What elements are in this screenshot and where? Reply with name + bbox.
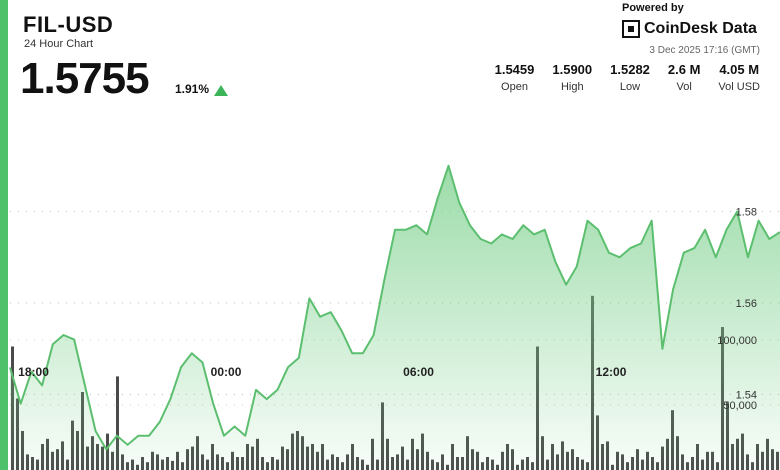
stat-low: 1.5282 Low	[610, 62, 650, 93]
brand-logo[interactable]: CoinDesk Data	[622, 20, 757, 38]
stat-value: 2.6 M	[667, 62, 701, 77]
up-arrow-icon	[214, 85, 228, 96]
current-price: 1.5755	[20, 54, 150, 103]
x-tick-label: 18:00	[18, 365, 49, 379]
stats-panel: 1.5459 Open 1.5900 High 1.5282 Low 2.6 M…	[477, 62, 760, 93]
price-line	[9, 164, 780, 451]
volume-bar	[116, 376, 119, 470]
stat-label: High	[560, 81, 584, 93]
brand-name: CoinDesk Data	[644, 20, 757, 37]
stat-label: Open	[501, 81, 528, 93]
volume-tick-label: 100,000	[717, 335, 757, 347]
powered-by: Powered by	[622, 2, 684, 14]
stat-high: 1.5900 High	[552, 62, 592, 93]
x-tick-label: 00:00	[211, 365, 242, 379]
stat-label: Vol	[676, 81, 692, 93]
y-tick-label: 1.54	[736, 390, 757, 402]
x-tick-label: 06:00	[403, 365, 434, 379]
coindesk-icon	[622, 20, 640, 38]
stat-value: 4.05 M	[719, 62, 760, 77]
stat-open: 1.5459 Open	[495, 62, 535, 93]
stat-value: 1.5459	[494, 62, 535, 77]
timestamp: 3 Dec 2025 17:16 (GMT)	[649, 45, 760, 56]
stat-vol: 2.6 M Vol	[668, 62, 701, 93]
volume-tick-label: 50,000	[723, 400, 757, 412]
x-tick-label: 12:00	[596, 365, 627, 379]
stat-label: Vol USD	[718, 81, 760, 93]
y-tick-label: 1.58	[736, 207, 757, 219]
stat-value: 1.5282	[610, 62, 650, 77]
stat-value: 1.5900	[552, 62, 593, 77]
price-change: 1.91%	[175, 82, 210, 96]
symbol-title: FIL-USD	[23, 12, 114, 37]
stat-vol-usd: 4.05 M Vol USD	[718, 62, 760, 93]
chart-subtitle: 24 Hour Chart	[24, 38, 94, 50]
accent-bar	[0, 0, 8, 470]
y-tick-label: 1.56	[736, 298, 757, 310]
stat-label: Low	[619, 81, 641, 93]
price-area-fill	[10, 165, 780, 470]
